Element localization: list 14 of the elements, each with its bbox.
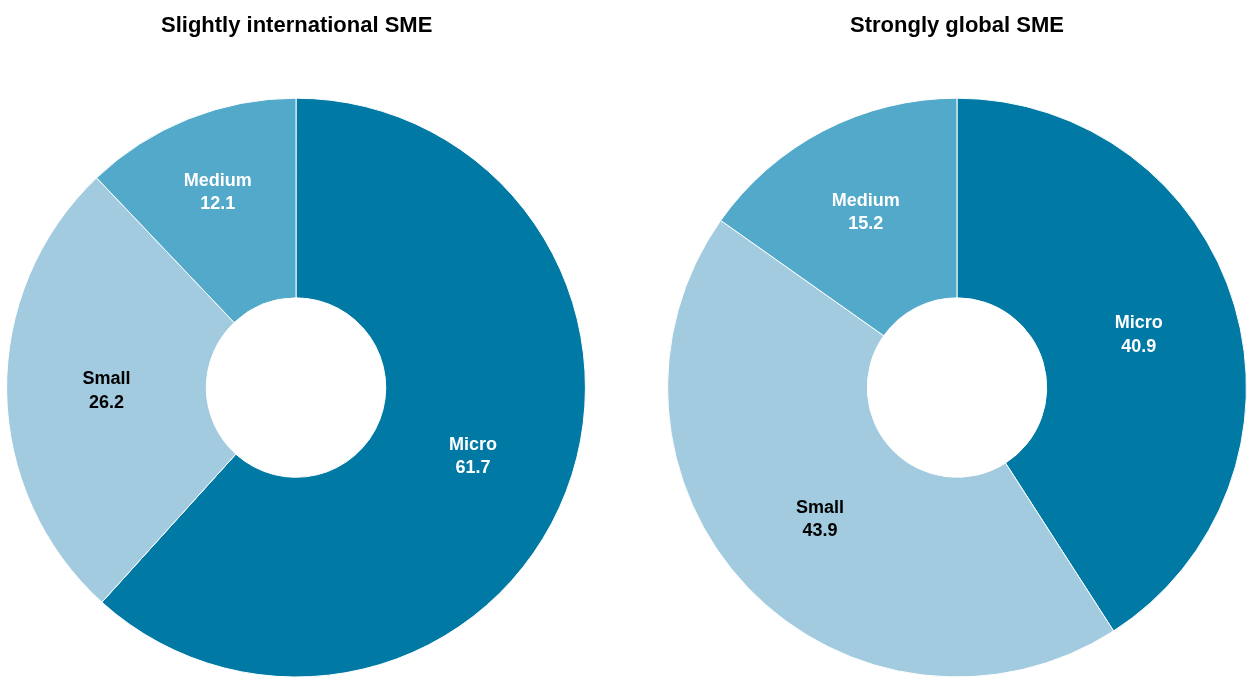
slice-label: Medium	[831, 189, 900, 210]
data-label: 43.9	[802, 520, 838, 541]
chart-title: Strongly global SME	[850, 12, 1064, 37]
slice-label: Small	[82, 368, 131, 389]
data-label: 12.1	[200, 193, 236, 214]
slice-label: Micro	[448, 434, 497, 454]
slice-label: Medium	[183, 169, 252, 190]
data-label: 26.2	[88, 391, 124, 412]
data-label: 15.2	[848, 213, 884, 234]
slice-label: Small	[796, 496, 845, 517]
data-label: 61.7	[455, 457, 491, 478]
chart-title: Slightly international SME	[161, 12, 433, 37]
data-label: 40.9	[1121, 335, 1157, 356]
slice-label: Micro	[1114, 312, 1163, 333]
